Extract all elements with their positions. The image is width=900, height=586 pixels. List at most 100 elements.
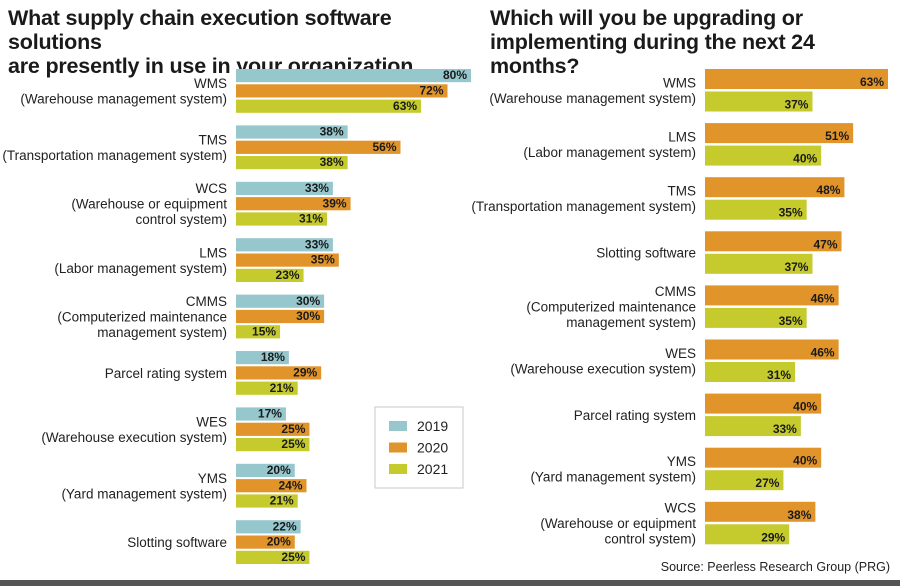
bar-2021	[705, 362, 796, 382]
value-label: 21%	[270, 494, 294, 508]
bar-2020	[236, 366, 322, 380]
bar-2021	[705, 470, 784, 491]
value-label: 35%	[779, 314, 803, 328]
category-label: LMS	[199, 245, 227, 260]
bar-2020	[236, 309, 325, 324]
value-label: 37%	[784, 260, 808, 274]
category-label: CMMS	[186, 294, 227, 309]
bar-2019	[236, 125, 348, 139]
bar-2021	[236, 494, 298, 508]
category-label: Slotting software	[127, 535, 227, 550]
legend-swatch-2019	[389, 421, 407, 431]
category-label: (Warehouse or equipment	[540, 516, 696, 531]
category-label: TMS	[199, 133, 228, 148]
bar-2021	[705, 199, 807, 220]
bar-2020	[236, 84, 448, 98]
category-label: WCS	[665, 501, 697, 516]
value-label: 48%	[816, 183, 840, 197]
bar-2020	[705, 501, 816, 522]
value-label: 40%	[793, 400, 817, 414]
category-label: (Yard management system)	[530, 470, 696, 485]
value-label: 25%	[281, 550, 305, 564]
value-label: 33%	[305, 237, 329, 251]
bar-2021	[705, 524, 790, 545]
value-label: 51%	[825, 129, 849, 143]
category-label: (Yard management system)	[61, 486, 227, 501]
value-label: 40%	[793, 152, 817, 166]
bar-2020	[705, 339, 839, 360]
bar-2019	[236, 407, 286, 421]
category-label: management system)	[566, 315, 696, 330]
left-chart-title: What supply chain execution software sol…	[8, 6, 414, 78]
category-label: (Warehouse execution system)	[510, 362, 696, 377]
bar-2021	[236, 438, 310, 452]
value-label: 22%	[273, 519, 297, 533]
bar-2020	[705, 393, 822, 414]
source-note: Source: Peerless Research Group (PRG)	[660, 560, 890, 574]
value-label: 56%	[372, 140, 396, 154]
category-label: (Transportation management system)	[471, 199, 696, 214]
value-label: 38%	[787, 508, 811, 522]
bottom-rule	[0, 580, 900, 586]
category-label: YMS	[667, 454, 696, 469]
value-label: 20%	[267, 463, 291, 477]
value-label: 25%	[281, 437, 305, 451]
bar-2021	[236, 156, 348, 170]
value-label: 21%	[270, 381, 294, 395]
bar-2021	[236, 381, 298, 395]
category-label: Parcel rating system	[105, 366, 227, 381]
bar-2021	[705, 307, 807, 328]
legend-label-2020: 2020	[417, 440, 448, 456]
value-label: 29%	[293, 366, 317, 380]
value-label: 15%	[252, 324, 276, 338]
category-label: management system)	[97, 325, 227, 340]
value-label: 39%	[323, 196, 347, 210]
value-label: 33%	[305, 181, 329, 195]
category-label: WES	[665, 346, 696, 361]
bar-2020	[236, 197, 351, 211]
bar-2021	[705, 91, 813, 112]
value-label: 46%	[811, 291, 835, 305]
bar-2021	[705, 416, 801, 437]
bar-2019	[236, 294, 325, 308]
bar-2019	[236, 69, 471, 83]
bar-2021	[236, 99, 422, 113]
value-label: 46%	[811, 346, 835, 360]
bar-2019	[236, 181, 333, 195]
bar-2020	[705, 123, 854, 144]
value-label: 27%	[755, 476, 779, 490]
value-label: 25%	[281, 422, 305, 436]
right-chart: 63% 37% WMS(Warehouse management system) 51…	[471, 69, 888, 547]
category-label: Slotting software	[596, 246, 696, 261]
bar-2020	[236, 140, 401, 154]
category-label: Parcel rating system	[574, 408, 696, 423]
category-label: LMS	[668, 130, 696, 145]
value-label: 72%	[419, 84, 443, 98]
legend-label-2021: 2021	[417, 461, 448, 477]
value-label: 63%	[393, 99, 417, 113]
value-label: 31%	[299, 212, 323, 226]
value-label: 63%	[860, 75, 884, 89]
category-label: (Transportation management system)	[2, 148, 227, 163]
bar-2021	[236, 268, 304, 282]
bar-2019	[236, 520, 301, 534]
value-label: 35%	[779, 206, 803, 220]
category-label: YMS	[198, 471, 227, 486]
bar-2021	[236, 325, 281, 339]
category-label: TMS	[668, 184, 697, 199]
category-label: (Labor management system)	[523, 145, 696, 160]
bar-2020	[705, 69, 888, 89]
value-label: 17%	[258, 407, 282, 421]
category-label: (Computerized maintenance	[57, 310, 227, 325]
value-label: 35%	[311, 253, 335, 267]
bar-2019	[236, 351, 289, 365]
bar-2020	[236, 479, 307, 493]
category-label: WMS	[663, 76, 696, 91]
category-label: (Labor management system)	[54, 261, 227, 276]
bar-2019	[236, 238, 333, 252]
bar-2020	[236, 422, 310, 436]
legend-swatch-2021	[389, 464, 407, 474]
value-label: 33%	[773, 422, 797, 436]
bar-2020	[705, 285, 839, 306]
category-label: (Warehouse or equipment	[71, 197, 227, 212]
